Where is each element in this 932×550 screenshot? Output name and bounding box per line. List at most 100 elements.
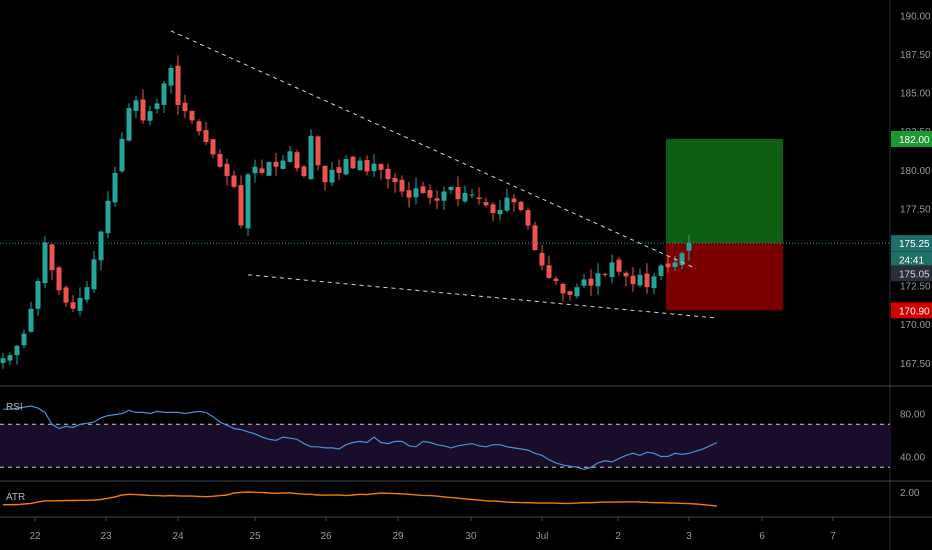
candle-body — [644, 273, 650, 288]
candle-body — [672, 262, 678, 267]
candle-body — [49, 244, 55, 271]
candle-body — [378, 164, 384, 170]
candle-body — [420, 186, 426, 193]
price-tick-label: 167.50 — [900, 359, 931, 370]
price-tick-label: 172.50 — [900, 282, 931, 293]
time-tick-label: 23 — [100, 531, 112, 542]
candle-body — [602, 273, 608, 275]
candle-body — [322, 165, 328, 183]
candle-body — [112, 172, 118, 203]
price-tick-label: 185.00 — [900, 89, 931, 100]
time-tick-label: 29 — [392, 531, 404, 542]
time-tick-label: 26 — [320, 531, 332, 542]
candle-body — [392, 178, 398, 183]
time-tick-label: 30 — [465, 531, 477, 542]
candle-body — [658, 265, 664, 276]
candle-body — [154, 103, 160, 110]
stop-zone — [666, 243, 783, 311]
candle-body — [371, 163, 377, 172]
candle-body — [518, 201, 524, 210]
rsi-tick-label: 40.00 — [900, 453, 925, 464]
candle-body — [259, 168, 265, 173]
candle-body — [497, 209, 503, 215]
candle-body — [413, 188, 419, 198]
candle-body — [448, 186, 454, 191]
time-tick-label: 22 — [29, 531, 41, 542]
atr-line — [3, 491, 718, 507]
candle-body — [105, 200, 111, 234]
candle-body — [77, 297, 83, 311]
candle-body — [161, 83, 167, 105]
candle-body — [126, 108, 132, 141]
candle-body — [623, 272, 629, 277]
candle-body — [245, 174, 251, 229]
candle-body — [210, 139, 216, 155]
rsi-tick-label: 80.00 — [900, 410, 925, 421]
candle-body — [441, 191, 447, 201]
rsi-pane[interactable]: RSI — [0, 402, 890, 471]
candle-body — [679, 253, 685, 266]
candle-body — [294, 152, 300, 169]
time-tick-label: 25 — [249, 531, 261, 542]
candle-body — [336, 167, 342, 173]
candle-body — [546, 265, 552, 278]
atr-axis: 2.00 — [900, 488, 920, 499]
target-price-tag: 182.00 — [899, 135, 930, 146]
atr-label[interactable]: ATR — [6, 492, 25, 503]
candle-body — [0, 358, 6, 363]
time-axis[interactable]: 22 23 24 25 26 29 30 Jul 2 3 6 7 — [29, 517, 836, 542]
candle-body — [483, 202, 489, 206]
candle-body — [651, 276, 657, 289]
prev-close-tag: 175.05 — [899, 269, 930, 280]
candle-body — [21, 333, 27, 346]
stop-price-tag-bg — [891, 302, 932, 319]
candle-body — [98, 231, 104, 261]
candle-body — [287, 151, 293, 162]
candle-body — [504, 197, 510, 211]
countdown-tag: 24:41 — [899, 255, 924, 266]
candle-body — [595, 273, 601, 287]
candle-body — [525, 210, 531, 226]
candle-body — [28, 308, 34, 332]
atr-pane[interactable]: ATR — [3, 491, 718, 507]
candle-body — [119, 138, 125, 172]
lower-trendline[interactable] — [247, 274, 718, 319]
candle-body — [35, 281, 41, 309]
candle-body — [581, 279, 587, 286]
last-price-tag: 175.25 — [899, 239, 930, 250]
candle-body — [147, 111, 153, 121]
countdown-tag-bg — [891, 251, 932, 268]
candle-body — [385, 168, 391, 180]
candle-body — [511, 198, 517, 203]
candle-body — [406, 190, 412, 198]
candle-body — [63, 287, 69, 303]
time-tick-label: 7 — [830, 531, 836, 542]
price-tick-label: 190.00 — [900, 11, 931, 22]
rsi-label[interactable]: RSI — [6, 402, 23, 413]
target-zone — [666, 138, 783, 244]
candle-body — [70, 302, 76, 309]
time-tick-label: 3 — [686, 531, 692, 542]
candle-body — [266, 162, 272, 176]
candle-body — [168, 67, 174, 86]
candle-body — [189, 110, 195, 121]
candle-body — [329, 169, 335, 183]
price-tick-label: 177.50 — [900, 204, 931, 215]
candle-body — [609, 262, 615, 278]
candle-body — [315, 136, 321, 166]
upper-trendline[interactable] — [170, 30, 697, 270]
last-price-tag-bg — [891, 235, 932, 252]
candle-body — [133, 100, 139, 111]
candle-body — [84, 287, 90, 300]
price-pane[interactable] — [0, 30, 890, 369]
candle-body — [462, 193, 468, 202]
candle-body — [196, 121, 202, 132]
candles — [0, 55, 692, 369]
atr-tick-label: 2.00 — [900, 488, 920, 499]
candle-body — [182, 102, 188, 112]
time-tick-label: Jul — [536, 531, 549, 542]
candle-body — [399, 179, 405, 192]
candle-body — [364, 159, 370, 172]
target-price-tag-bg — [891, 130, 932, 147]
